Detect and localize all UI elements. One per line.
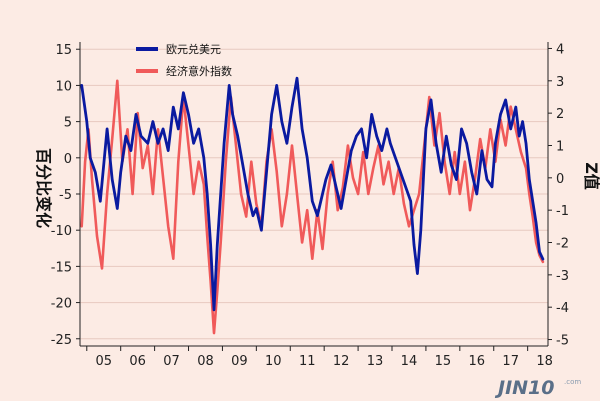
series-line-surprise-index (80, 79, 545, 335)
x-tick-label: 06 (129, 354, 146, 369)
legend-label: 欧元兑美元 (166, 42, 221, 56)
x-tick-label: 17 (502, 354, 519, 369)
left-tick-label: -10 (51, 224, 72, 239)
watermark: JIN10 .com (494, 377, 581, 399)
right-tick-label: -4 (556, 301, 569, 316)
right-tick-label: -3 (556, 269, 569, 284)
watermark-brand: JIN10 (494, 377, 554, 399)
x-tick-label: 16 (469, 354, 486, 369)
left-axis-title: 百分比变化 (34, 148, 53, 228)
x-tick-label: 05 (95, 354, 112, 369)
watermark-suffix: .com (564, 378, 581, 386)
right-tick-label: -1 (556, 204, 569, 219)
right-tick-label: -2 (556, 237, 569, 252)
left-tick-label: -15 (51, 260, 72, 275)
x-tick-label: 11 (299, 354, 316, 369)
x-tick-label: 14 (401, 354, 418, 369)
left-tick-label: 15 (55, 43, 72, 58)
x-tick-label: 13 (367, 354, 384, 369)
x-tick-label: 07 (163, 354, 180, 369)
legend-label: 经济意外指数 (166, 64, 232, 78)
right-tick-label: 4 (556, 42, 564, 57)
x-tick-label: 09 (231, 354, 248, 369)
left-tick-label: -25 (51, 333, 72, 348)
left-tick-label: 10 (55, 79, 72, 94)
x-tick-label: 10 (265, 354, 282, 369)
left-tick-label: -5 (59, 188, 72, 203)
left-tick-label: 0 (64, 152, 72, 167)
right-tick-label: 1 (556, 139, 564, 154)
left-tick-label: 5 (64, 116, 72, 131)
series-layer (80, 76, 545, 335)
right-tick-label: 3 (556, 75, 564, 90)
x-tick-label: 15 (435, 354, 452, 369)
x-tick-label: 12 (333, 354, 350, 369)
x-tick-label: 18 (536, 354, 553, 369)
right-tick-label: 2 (556, 107, 564, 122)
right-tick-label: -5 (556, 334, 569, 349)
series-line-eurusd (80, 76, 545, 312)
right-tick-label: 0 (556, 172, 564, 187)
right-axis-title: Z值 (582, 162, 600, 190)
x-tick-label: 08 (197, 354, 214, 369)
left-tick-label: -20 (51, 297, 72, 312)
